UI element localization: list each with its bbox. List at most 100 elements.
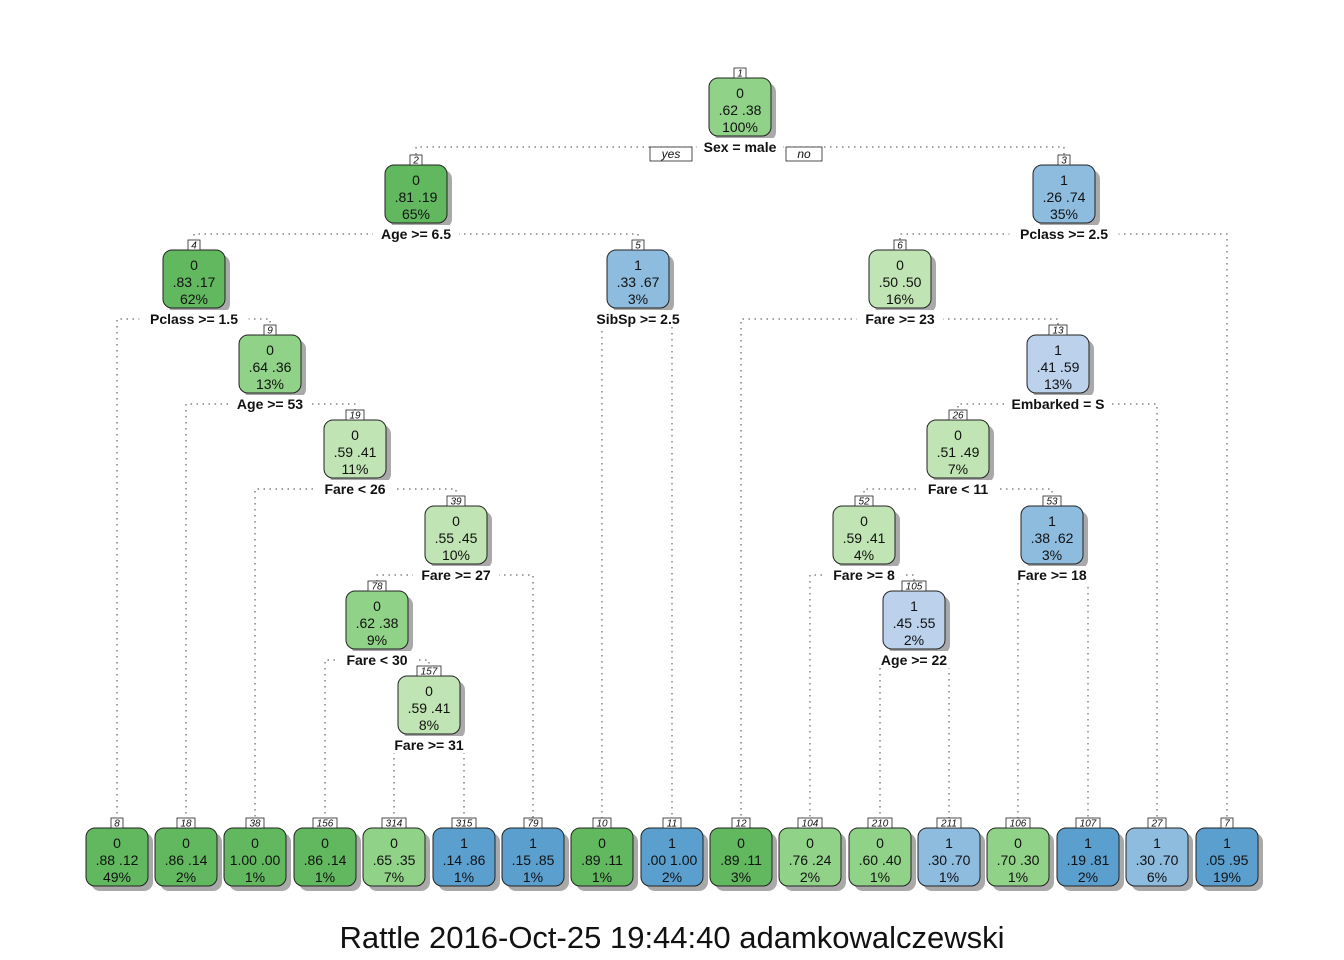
yes-no-labels: yes no — [649, 146, 823, 162]
node-class: 0 — [876, 835, 884, 851]
split-label-bg — [230, 395, 310, 412]
node-id-box — [936, 817, 962, 829]
node-probs: .59 .41 — [843, 530, 886, 546]
caption: Rattle 2016-Oct-25 19:44:40 adamkowalcze… — [339, 920, 1005, 955]
node-percent: 11% — [342, 461, 369, 477]
node-percent: 49% — [103, 869, 131, 885]
node-id: 157 — [421, 667, 438, 678]
split-label-bg — [874, 651, 954, 668]
node-id: 156 — [317, 819, 334, 830]
node-percent: 3% — [731, 869, 751, 885]
node-percent: 35% — [1050, 206, 1078, 222]
node-id-box — [893, 239, 907, 251]
node-percent: 2% — [662, 869, 682, 885]
node-class: 0 — [806, 835, 814, 851]
node-percent: 1% — [454, 869, 474, 885]
node-id: 39 — [450, 497, 462, 508]
node-class: 1 — [945, 835, 953, 851]
node-probs: .45 .55 — [893, 615, 936, 631]
node-id: 107 — [1080, 819, 1097, 830]
node-percent: 9% — [367, 632, 387, 648]
node-percent: 10% — [442, 547, 470, 563]
node-class: 0 — [737, 835, 745, 851]
node-class: 0 — [860, 513, 868, 529]
node-percent: 2% — [800, 869, 820, 885]
node-probs: .33 .67 — [617, 274, 660, 290]
split-label: Fare >= 18 — [1017, 567, 1086, 583]
edge-39-79 — [456, 574, 534, 819]
node-probs: .62 .38 — [719, 102, 762, 118]
node-probs: .89 .11 — [720, 852, 762, 868]
node-percent: 1% — [315, 869, 335, 885]
node-53: 53 1.38 .623% Fare >= 18 — [1009, 495, 1095, 583]
node-probs: .65 .35 — [373, 852, 416, 868]
node-probs: .59 .41 — [334, 444, 377, 460]
node-107: 107 1.19 .812% — [1056, 817, 1124, 891]
edge-9-18 — [185, 403, 270, 819]
node-315: 315 1.14 .861% — [432, 817, 500, 891]
edge-2-5 — [416, 233, 639, 241]
edge-157-315 — [429, 744, 465, 819]
edge-5-11 — [638, 318, 673, 819]
node-id-box — [523, 817, 543, 829]
node-class: 1 — [1084, 835, 1092, 851]
node-211: 211 1.30 .701% — [917, 817, 985, 891]
node-id: 8 — [114, 819, 120, 830]
edge-78-156 — [324, 659, 377, 819]
node-class: 1 — [668, 835, 676, 851]
node-percent: 3% — [1042, 547, 1062, 563]
node-11: 111.00 1.002% — [640, 817, 708, 891]
node-314: 314 0.65 .357% — [362, 817, 430, 891]
node-probs: .14 .86 — [443, 852, 486, 868]
node-id: 18 — [180, 819, 192, 830]
node-percent: 65% — [402, 206, 430, 222]
node-id: 13 — [1052, 326, 1064, 337]
node-probs: .86 .14 — [304, 852, 347, 868]
node-106: 106 0.70 .301% — [986, 817, 1054, 891]
split-label: SibSp >= 2.5 — [596, 311, 679, 327]
node-class: 0 — [598, 835, 606, 851]
node-class: 0 — [390, 835, 398, 851]
node-percent: 2% — [904, 632, 924, 648]
node-probs: .15 .85 — [512, 852, 555, 868]
node-id-box — [110, 817, 124, 829]
node-id: 314 — [386, 819, 403, 830]
edge-52-105 — [864, 574, 915, 582]
node-probs: .88 .12 — [96, 852, 139, 868]
node-class: 1 — [1060, 172, 1068, 188]
node-percent: 1% — [245, 869, 265, 885]
node-probs: .38 .62 — [1031, 530, 1074, 546]
node-id: 26 — [951, 411, 964, 422]
node-79: 79 1.15 .851% — [501, 817, 569, 891]
split-label: Pclass >= 1.5 — [150, 311, 238, 327]
edge-105-210 — [879, 659, 914, 819]
node-class: 0 — [321, 835, 329, 851]
node-class: 1 — [634, 257, 642, 273]
node-id: 3 — [1061, 156, 1067, 167]
node-id: 53 — [1046, 497, 1058, 508]
edge-39-78 — [376, 574, 456, 582]
node-class: 0 — [182, 835, 190, 851]
edge-6-12 — [740, 318, 900, 819]
node-id-box — [381, 817, 407, 829]
node-52: 52 0.59 .414% Fare >= 8 — [824, 495, 904, 583]
node-id: 79 — [527, 819, 539, 830]
split-label: Fare >= 31 — [394, 737, 463, 753]
node-id-box — [1057, 154, 1071, 166]
node-id: 7 — [1224, 819, 1230, 830]
node-probs: .41 .59 — [1037, 359, 1080, 375]
node-156: 156 0.86 .141% — [293, 817, 361, 891]
node-probs: .83 .17 — [173, 274, 216, 290]
node-id-box — [662, 817, 682, 829]
node-id: 315 — [456, 819, 473, 830]
node-210: 210 0.60 .401% — [848, 817, 916, 891]
node-105: 105 1.45 .552% Age >= 22 — [874, 580, 954, 668]
node-id: 104 — [802, 819, 819, 830]
node-id: 1 — [737, 69, 743, 80]
node-id: 4 — [191, 241, 197, 252]
node-probs: .19 .81 — [1067, 852, 1110, 868]
